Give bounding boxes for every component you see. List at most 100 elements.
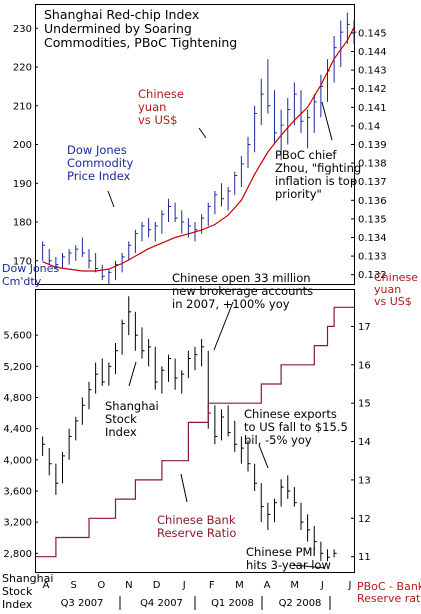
x-tick-label: A <box>264 580 271 591</box>
commodity-bar <box>247 136 251 168</box>
shanghai-bar <box>88 381 92 410</box>
reserve-arrow <box>180 473 188 503</box>
right-tick-label: 14 <box>358 437 371 448</box>
shanghai-annotation: Shanghai Stock Index <box>105 399 159 439</box>
right-tick-label: 0.137 <box>358 177 387 188</box>
shanghai-bar <box>313 526 317 550</box>
commodity-bar <box>274 90 277 145</box>
pmi-annotation: Chinese PMI hits 3-year low <box>246 545 331 572</box>
annotation-arrows <box>107 101 333 569</box>
shanghai-bar <box>68 428 72 460</box>
shanghai-bar <box>108 362 112 386</box>
shanghai-bar <box>214 405 218 445</box>
commodity-bar <box>42 241 46 261</box>
commodity-bar <box>254 105 258 153</box>
shanghai-bar <box>95 362 99 394</box>
x-tick-label: A <box>43 580 50 591</box>
right-tick-label: 0.145 <box>358 28 387 39</box>
right-tick-label: 11 <box>358 552 371 563</box>
commodity-bar <box>300 90 304 133</box>
commodity-arrow <box>107 190 115 208</box>
shanghai-bar <box>81 397 85 425</box>
right-tick-label: 15 <box>358 399 371 410</box>
shanghai-bar <box>42 436 46 456</box>
x-tick-label: F <box>209 580 215 591</box>
shanghai-bar <box>187 350 191 379</box>
commodity-bar <box>260 78 264 126</box>
commodity-bar <box>134 229 138 253</box>
shanghai-bar <box>201 339 205 367</box>
left-tick-label: 210 <box>13 101 32 112</box>
x-tick-label: J <box>182 580 186 591</box>
shanghai-bar <box>300 502 304 530</box>
shanghai-bar <box>55 463 59 495</box>
commodity-bar <box>141 222 145 242</box>
left-tick-label: 190 <box>13 179 32 190</box>
reserve-annotation: Chinese Bank Reserve Ratio <box>157 513 236 540</box>
shanghai-bar <box>48 448 52 476</box>
commodity-bar <box>154 222 158 242</box>
shanghai-bar <box>101 358 105 386</box>
shanghai-bar <box>62 452 65 484</box>
shanghai-bar <box>327 549 330 562</box>
lower-right-axis: 11 12 13 14 15 16 17 <box>351 322 371 563</box>
right-tick-label: 0.141 <box>358 103 387 114</box>
x-tick-label: S <box>70 580 76 591</box>
left-tick-label: 3,600 <box>3 486 32 497</box>
commodity-bar <box>221 183 224 207</box>
commodity-bar <box>148 218 152 238</box>
commodity-bar <box>81 237 85 257</box>
commodity-bar <box>101 264 105 281</box>
period-label: Q3 2007 <box>61 598 104 609</box>
shanghai-bar <box>240 436 244 464</box>
period-label: Q2 2008 <box>279 598 322 609</box>
right-tick-label: 0.136 <box>358 196 387 207</box>
upper-left-axis-title: Dow Jones Cm'dty <box>2 262 59 288</box>
right-tick-label: 0.133 <box>358 252 387 263</box>
left-tick-label: 4,000 <box>3 455 32 466</box>
shanghai-bar <box>333 549 337 558</box>
x-tick-label: J <box>348 580 352 591</box>
right-tick-label: 0.143 <box>358 66 387 77</box>
left-tick-label: 4,400 <box>3 424 32 435</box>
shanghai-bar <box>115 342 118 375</box>
period-label: Q1 2008 <box>211 598 254 609</box>
yuan-arrow <box>198 127 207 139</box>
commodity-bar <box>307 109 311 149</box>
shanghai-bar <box>274 498 277 523</box>
shanghai-bar <box>148 339 152 367</box>
shanghai-bar <box>161 366 165 394</box>
upper-left-axis: 170 180 190 200 210 220 230 <box>13 24 38 267</box>
brokerage-arrow <box>213 301 234 351</box>
shanghai-bar <box>293 487 297 507</box>
commodity-bar <box>234 171 238 195</box>
shanghai-bar <box>134 311 138 351</box>
commodity-index-series <box>42 12 357 284</box>
commodity-bar <box>88 249 92 269</box>
lower-right-top-label: Chinese yuan vs US$ <box>374 271 418 308</box>
shanghai-bar <box>254 463 258 491</box>
commodity-bar <box>68 249 72 265</box>
left-tick-label: 200 <box>13 140 32 151</box>
period-axis: Q3 2007 Q4 2007 Q1 2008 Q2 2008 <box>61 596 331 610</box>
commodity-bar <box>214 191 218 215</box>
pboc-arrow <box>321 101 333 141</box>
left-tick-label: 220 <box>13 63 32 74</box>
x-tick-label: N <box>125 580 132 591</box>
x-tick-label: O <box>97 580 105 591</box>
yuan-series-line <box>42 27 355 272</box>
commodity-bar <box>207 202 211 226</box>
right-tick-label: 0.142 <box>358 84 387 95</box>
chart-title: Shanghai Red-chip Index Undermined by Soa… <box>44 7 237 50</box>
commodity-bar <box>320 74 324 118</box>
shanghai-bar <box>260 483 264 523</box>
shanghai-bar <box>75 416 79 441</box>
commodity-bar <box>174 202 178 222</box>
commodity-bar <box>346 12 350 44</box>
shanghai-bar <box>221 409 224 441</box>
right-tick-label: 17 <box>358 322 371 333</box>
right-tick-label: 0.144 <box>358 47 387 58</box>
x-tick-label: D <box>153 580 161 591</box>
commodity-bar <box>108 268 112 284</box>
